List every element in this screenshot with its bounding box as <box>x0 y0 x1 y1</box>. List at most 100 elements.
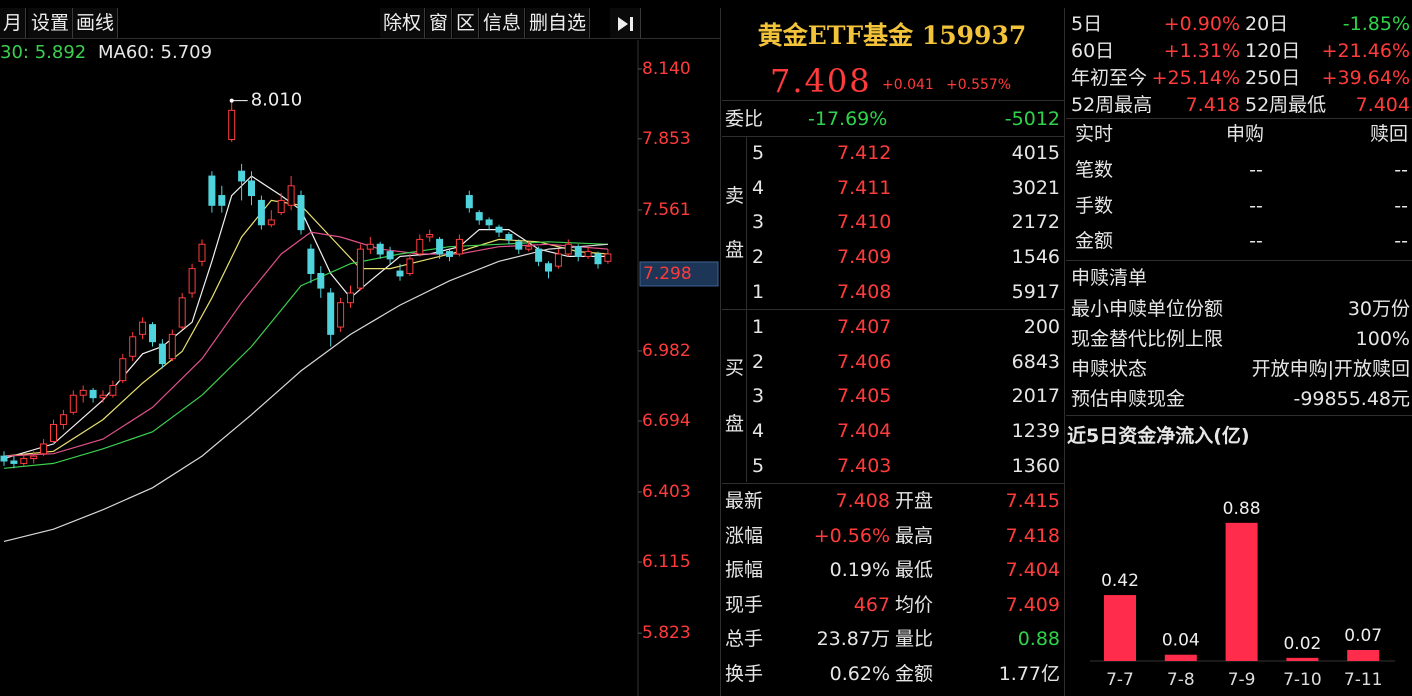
stat-label: 金额 <box>895 663 934 685</box>
sell-level: 5 <box>752 142 765 164</box>
divider <box>722 309 1064 310</box>
stat-value: 0.19% <box>829 559 890 582</box>
stat-label: 现手 <box>725 593 764 616</box>
realtime-header: 实时 <box>1075 123 1114 145</box>
divider <box>1064 8 1065 696</box>
weibi-pct: -17.69% <box>808 108 888 130</box>
candle-body <box>436 238 444 255</box>
period-value: +0.90% <box>1163 13 1240 35</box>
y-tick-label: 6.115 <box>642 552 691 572</box>
toolbar-button[interactable]: 信息 <box>480 8 526 38</box>
candle-body <box>267 219 275 226</box>
collapse-icon <box>618 16 633 31</box>
y-tick-label: 5.823 <box>642 623 691 643</box>
bar <box>1104 595 1136 661</box>
divider <box>722 483 1064 484</box>
weibi-diff: -5012 <box>1004 108 1060 130</box>
stat-value: 467 <box>853 593 890 616</box>
period-value: +39.64% <box>1321 67 1410 89</box>
stat-value: 0.88 <box>1017 628 1060 651</box>
candle-body <box>139 321 147 335</box>
candle-body <box>238 170 246 182</box>
sell-level: 1 <box>752 280 765 303</box>
ma-legend: 30: 5.892 <box>0 42 87 63</box>
toolbar-button[interactable]: 月 <box>0 8 27 38</box>
buy-level: 2 <box>752 350 765 373</box>
candle-body <box>366 243 374 250</box>
candle-body <box>337 302 345 328</box>
stat-value: 1.77亿 <box>998 663 1060 685</box>
stat-label: 均价 <box>895 593 934 616</box>
stat-label: 总手 <box>725 628 764 651</box>
bar-value-label: 0.04 <box>1162 631 1200 651</box>
realtime-value: -- <box>1249 159 1263 181</box>
period-value: +1.31% <box>1163 40 1240 62</box>
y-tick-label: 6.403 <box>642 482 691 502</box>
candle-body <box>50 423 57 443</box>
redemption-value: -99855.48元 <box>1293 388 1410 410</box>
candle-body <box>0 455 8 462</box>
realtime-value: -- <box>1394 230 1408 252</box>
redemption-label: 现金替代比例上限 <box>1071 328 1224 350</box>
candle-body <box>426 234 434 238</box>
bar <box>1347 650 1380 661</box>
candle-body <box>178 297 186 328</box>
period-label: 52周最高 <box>1071 94 1153 116</box>
stat-value: 7.418 <box>1005 524 1060 547</box>
x-tick-label: 7-10 <box>1283 670 1322 690</box>
sell-volume: 4015 <box>1011 142 1060 164</box>
sell-volume: 2172 <box>1011 211 1060 234</box>
candle-body <box>455 238 463 255</box>
buy-price: 7.403 <box>837 454 892 477</box>
redemption-value: 30万份 <box>1347 298 1410 320</box>
stat-label: 最新 <box>725 490 764 512</box>
divider <box>1066 260 1412 261</box>
buy-price: 7.405 <box>837 385 892 408</box>
stat-value: +0.56% <box>813 524 890 547</box>
candle-body <box>277 199 285 214</box>
buy-price: 7.407 <box>837 316 892 338</box>
toolbar-button[interactable]: 窗 <box>426 8 453 38</box>
redemption-label: 预估申赎现金 <box>1071 388 1186 410</box>
candle-body <box>99 394 107 399</box>
realtime-value: -- <box>1394 159 1408 181</box>
candle-body <box>505 234 513 240</box>
price-change: +0.041 <box>882 77 934 93</box>
candle-body <box>89 389 97 399</box>
candle-body <box>406 258 414 274</box>
period-label: 250日 <box>1245 67 1301 89</box>
candle-body <box>307 248 315 274</box>
realtime-header: 赎回 <box>1369 123 1408 145</box>
toolbar-button[interactable]: 设置 <box>28 8 74 38</box>
candle-body <box>40 443 48 455</box>
period-label: 60日 <box>1071 40 1115 62</box>
high-marker-label: 8.010 <box>251 90 303 111</box>
candle-body <box>297 195 305 231</box>
toolbar-button[interactable]: 画线 <box>73 8 119 38</box>
toolbar-button[interactable]: 区 <box>453 8 480 38</box>
buy-volume: 1360 <box>1011 454 1060 477</box>
x-tick-label: 7-8 <box>1167 670 1195 690</box>
realtime-value: -- <box>1249 194 1263 217</box>
candle-body <box>515 241 523 250</box>
candle-body <box>584 251 592 257</box>
sell-label: 卖 <box>725 185 745 207</box>
realtime-header: 申购 <box>1225 123 1265 145</box>
candle-body <box>594 253 602 265</box>
ma-legend: MA60: 5.709 <box>98 42 213 63</box>
stat-value: 7.404 <box>1005 559 1060 582</box>
period-value: +21.46% <box>1321 40 1410 62</box>
bar-value-label: 0.07 <box>1344 626 1382 646</box>
candle-body <box>386 251 394 260</box>
toolbar-button[interactable]: 删自选 <box>526 8 591 38</box>
cursor-price: 7.298 <box>643 264 692 284</box>
toolbar-button[interactable]: 除权 <box>380 8 426 38</box>
ma-line <box>3 243 608 542</box>
collapse-button[interactable] <box>610 8 641 38</box>
candle-body <box>228 109 236 141</box>
realtime-value: -- <box>1394 194 1408 217</box>
period-value: -1.85% <box>1342 13 1410 35</box>
candle-body <box>396 270 404 277</box>
y-tick-label: 6.982 <box>642 341 691 361</box>
buy-label: 买 <box>725 357 745 379</box>
